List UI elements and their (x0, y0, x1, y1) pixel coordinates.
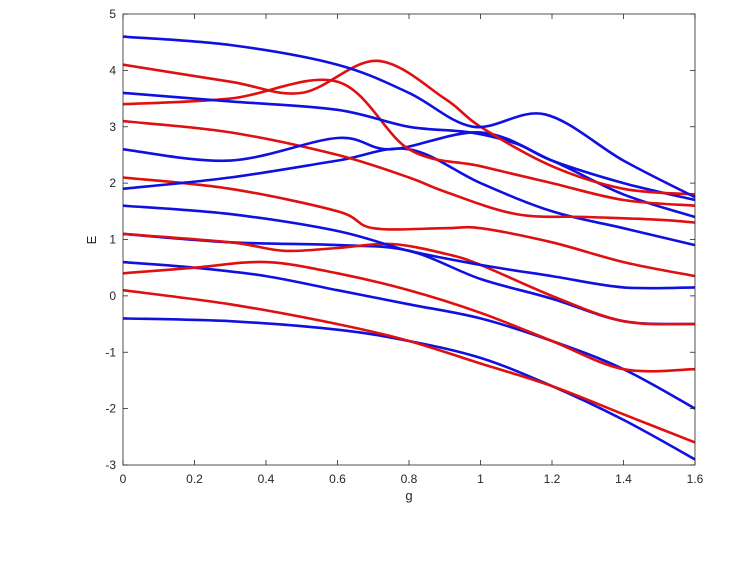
series-line-2-red (122, 288, 696, 444)
y-tick-label: -3 (105, 458, 116, 472)
series-layer (122, 35, 696, 461)
series-line-11-blue (122, 131, 696, 219)
y-tick-label: 1 (109, 233, 116, 247)
x-tick-label: 0 (120, 472, 127, 486)
y-tick-label: 5 (109, 7, 116, 21)
y-tick-label: 3 (109, 120, 116, 134)
series-line-13-blue (122, 91, 696, 202)
series-line-12-red (122, 78, 696, 207)
x-axis-title: g (405, 488, 412, 503)
y-tick-label: 2 (109, 176, 116, 190)
series-line-15-blue (122, 35, 696, 199)
x-tick-label: 1.4 (615, 472, 632, 486)
x-tick-label: 0.4 (258, 472, 275, 486)
series-line-4-red (122, 260, 696, 373)
y-tick-label: 4 (109, 63, 116, 77)
tick-layer: 0 0.2 0.4 0.6 0.8 1 1.2 1.4 1.6 -3 -2 -1 0 1 2 3 4 5 (105, 7, 703, 486)
y-tick-label: -2 (105, 402, 116, 416)
y-axis-title: E (84, 235, 99, 244)
plot-background (123, 14, 695, 465)
series-line-3-blue (122, 260, 696, 410)
series-line-7-blue (122, 204, 696, 290)
series-line-6-red (122, 232, 696, 326)
y-tick-label: 0 (109, 289, 116, 303)
series-line-9-blue (122, 147, 696, 247)
x-tick-label: 1.6 (687, 472, 704, 486)
series-line-1-blue (122, 317, 696, 461)
series-line-14-red (122, 59, 696, 196)
x-tick-label: 1.2 (544, 472, 561, 486)
x-tick-label: 0.2 (186, 472, 203, 486)
series-line-8-red (122, 176, 696, 278)
x-tick-label: 1 (477, 472, 484, 486)
y-tick-label: -1 (105, 345, 116, 359)
x-tick-label: 0.8 (401, 472, 418, 486)
series-line-10-red (122, 119, 696, 224)
x-tick-label: 0.6 (329, 472, 346, 486)
